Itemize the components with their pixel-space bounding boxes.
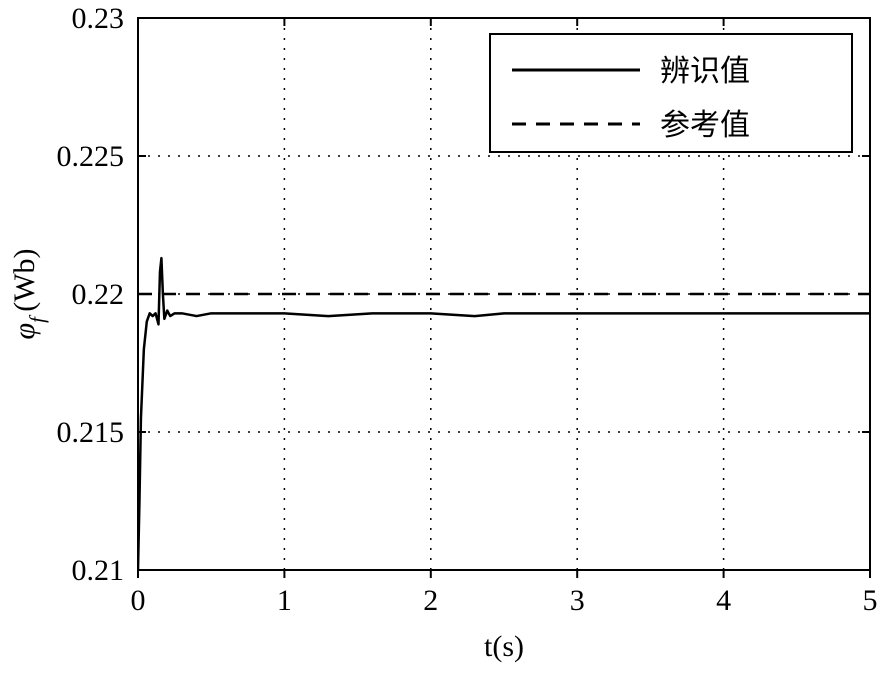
svg-text:参考值: 参考值: [660, 109, 750, 142]
svg-text:φf (Wb): φf (Wb): [8, 249, 49, 340]
svg-text:t(s): t(s): [484, 630, 524, 663]
svg-text:0.22: 0.22: [72, 278, 125, 311]
svg-text:0.215: 0.215: [57, 416, 125, 449]
svg-text:0: 0: [131, 584, 146, 617]
svg-text:0.21: 0.21: [72, 554, 125, 587]
svg-text:5: 5: [863, 584, 878, 617]
chart-svg: 0 1 2 3 4 5 0.21 0.215 0.22 0.225 0.23 t(s) φf (Wb) 辨…: [0, 0, 882, 688]
svg-text:0.23: 0.23: [72, 2, 125, 35]
svg-text:3: 3: [570, 584, 585, 617]
svg-text:1: 1: [277, 584, 292, 617]
svg-text:2: 2: [423, 584, 438, 617]
flux-chart: 0 1 2 3 4 5 0.21 0.215 0.22 0.225 0.23 t(s) φf (Wb) 辨…: [0, 0, 882, 688]
svg-text:0.225: 0.225: [57, 140, 125, 173]
svg-text:辨识值: 辨识值: [660, 55, 750, 88]
svg-text:4: 4: [716, 584, 731, 617]
